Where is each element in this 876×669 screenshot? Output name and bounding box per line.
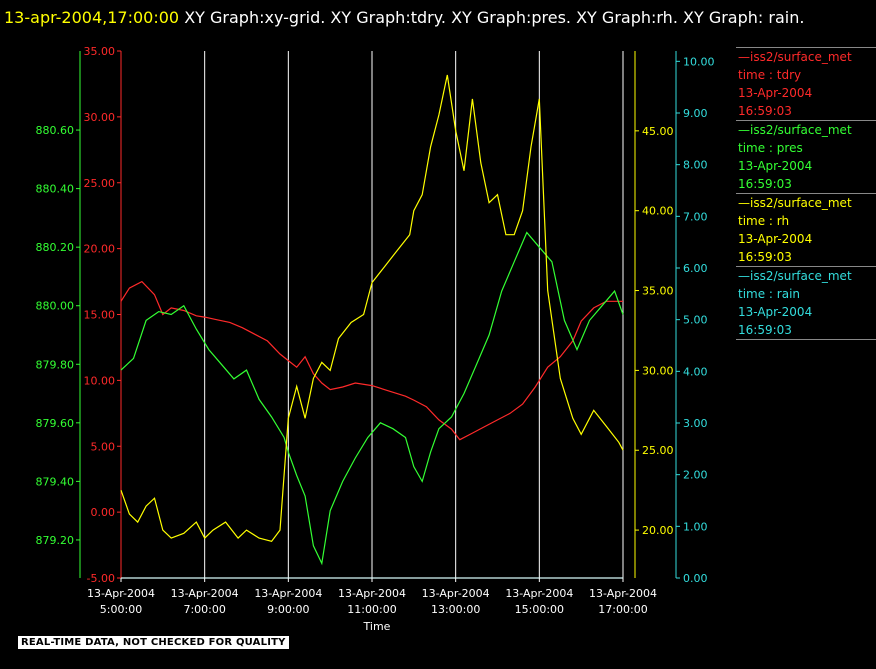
tdry-y-tick-label: 0.00 xyxy=(91,506,116,519)
x-tick-label-time: 9:00:00 xyxy=(267,603,309,616)
quality-disclaimer: REAL-TIME DATA, NOT CHECKED FOR QUALITY xyxy=(18,636,289,649)
x-tick-label-date: 13-Apr-2004 xyxy=(171,587,239,600)
legend-source: —iss2/surface_met xyxy=(738,50,852,64)
legend-date: 13-Apr-2004 xyxy=(738,159,813,173)
pres-y-tick-label: 879.40 xyxy=(36,475,75,488)
legend-date: 13-Apr-2004 xyxy=(738,305,813,319)
legend-time: 16:59:03 xyxy=(738,177,792,191)
pres-y-tick-label: 880.60 xyxy=(36,124,75,137)
x-tick-label-date: 13-Apr-2004 xyxy=(87,587,155,600)
x-tick-label-time: 13:00:00 xyxy=(431,603,480,616)
rain-y-tick-label: 2.00 xyxy=(683,469,708,482)
x-tick-label-time: 11:00:00 xyxy=(347,603,396,616)
series-tdry-line xyxy=(120,280,623,441)
series-rh-line xyxy=(120,74,624,542)
x-axis-label: Time xyxy=(363,620,391,633)
rain-y-tick-label: 7.00 xyxy=(683,210,708,223)
axes: -5.00 0.00 5.00 10.00 15.00 20.00 25.00 30.00 35… xyxy=(36,45,715,585)
legend-date: 13-Apr-2004 xyxy=(738,232,813,246)
x-tick-label-date: 13-Apr-2004 xyxy=(589,587,657,600)
rh-y-tick-label: 45.00 xyxy=(642,125,674,138)
title-timestamp: 13-apr-2004,17:00:00 xyxy=(4,8,180,27)
legend-time: 16:59:03 xyxy=(738,250,792,264)
legend-time: 16:59:03 xyxy=(738,323,792,337)
tdry-y-tick-label: 25.00 xyxy=(84,177,116,190)
pres-y-tick-label: 880.40 xyxy=(36,183,75,196)
tdry-y-tick-label: 35.00 xyxy=(84,45,116,58)
pres-y-tick-label: 880.00 xyxy=(36,300,75,313)
tdry-y-tick-label: 10.00 xyxy=(84,374,116,387)
rain-y-tick-label: 0.00 xyxy=(683,572,708,585)
rain-y-tick-label: 3.00 xyxy=(683,417,708,430)
rain-y-tick-label: 9.00 xyxy=(683,107,708,120)
tdry-y-tick-label: -5.00 xyxy=(87,572,115,585)
legend-source: —iss2/surface_met xyxy=(738,269,852,283)
x-tick-label-time: 15:00:00 xyxy=(515,603,564,616)
x-axis: 13-Apr-2004 5:00:00 13-Apr-2004 7:00:00 13-A… xyxy=(87,577,657,616)
rain-y-tick-label: 5.00 xyxy=(683,314,708,327)
rh-y-tick-label: 40.00 xyxy=(642,205,674,218)
x-tick-label-time: 17:00:00 xyxy=(598,603,647,616)
tdry-y-tick-label: 20.00 xyxy=(84,243,116,256)
legend-field: time : tdry xyxy=(738,68,802,82)
rain-y-tick-label: 10.00 xyxy=(683,55,715,68)
tdry-y-tick-label: 30.00 xyxy=(84,111,116,124)
x-tick-label-date: 13-Apr-2004 xyxy=(338,587,406,600)
pres-y-tick-label: 880.20 xyxy=(36,241,75,254)
legend: —iss2/surface_met time : tdry 13-Apr-2004 1… xyxy=(736,47,876,340)
chart-title: 13-apr-2004,17:00:00 XY Graph:xy-grid. X… xyxy=(4,4,864,31)
legend-field: time : rain xyxy=(738,287,801,301)
legend-source: —iss2/surface_met xyxy=(738,123,852,137)
legend-time: 16:59:03 xyxy=(738,104,792,118)
pres-y-tick-label: 879.20 xyxy=(36,534,75,547)
x-tick-label-time: 5:00:00 xyxy=(100,603,142,616)
x-tick-label-time: 7:00:00 xyxy=(183,603,225,616)
legend-field: time : rh xyxy=(738,214,790,228)
rain-y-tick-label: 6.00 xyxy=(683,262,708,275)
rain-y-tick-label: 1.00 xyxy=(683,520,708,533)
tdry-y-tick-label: 5.00 xyxy=(91,440,116,453)
x-tick-label-date: 13-Apr-2004 xyxy=(422,587,490,600)
rh-y-tick-label: 35.00 xyxy=(642,285,674,298)
rain-y-tick-label: 8.00 xyxy=(683,159,708,172)
rh-y-tick-label: 20.00 xyxy=(642,524,674,537)
title-graph-list: XY Graph:xy-grid. XY Graph:tdry. XY Grap… xyxy=(184,8,805,27)
legend-source: —iss2/surface_met xyxy=(738,196,852,210)
legend-date: 13-Apr-2004 xyxy=(738,86,813,100)
rh-y-tick-label: 30.00 xyxy=(642,364,674,377)
rain-y-tick-label: 4.00 xyxy=(683,365,708,378)
pres-y-tick-label: 879.60 xyxy=(36,417,75,430)
rh-y-tick-label: 25.00 xyxy=(642,444,674,457)
legend-field: time : pres xyxy=(738,141,803,155)
pres-y-tick-label: 879.80 xyxy=(36,358,75,371)
x-tick-label-date: 13-Apr-2004 xyxy=(505,587,573,600)
series-pres-line xyxy=(120,231,624,566)
tdry-y-tick-label: 15.00 xyxy=(84,309,116,322)
x-tick-label-date: 13-Apr-2004 xyxy=(254,587,322,600)
vertical-grid xyxy=(204,51,624,578)
